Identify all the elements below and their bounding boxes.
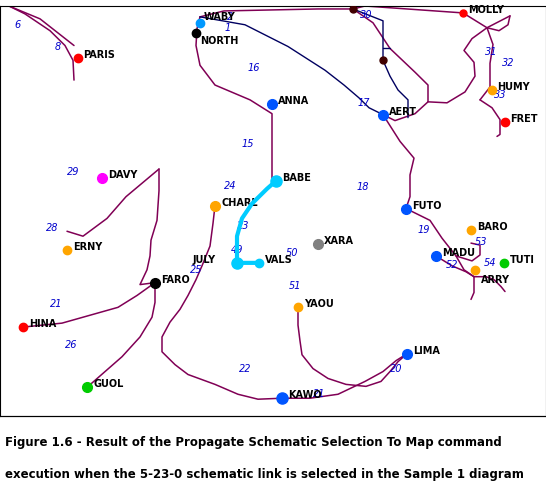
Text: HINA: HINA	[29, 319, 56, 329]
Text: 49: 49	[231, 245, 244, 255]
Text: 1: 1	[225, 23, 231, 33]
Text: execution when the 5-23-0 schematic link is selected in the Sample 1 diagram: execution when the 5-23-0 schematic link…	[5, 468, 524, 481]
Text: PARIS: PARIS	[83, 51, 115, 61]
Text: 28: 28	[46, 223, 58, 233]
Text: 54: 54	[484, 258, 496, 268]
Text: 52: 52	[446, 260, 458, 270]
Text: FUTO: FUTO	[412, 200, 442, 211]
Text: MADU: MADU	[442, 248, 475, 258]
Text: VALS: VALS	[265, 255, 293, 265]
Text: 15: 15	[242, 139, 254, 149]
Text: ERNY: ERNY	[73, 242, 102, 252]
Text: ARRY: ARRY	[481, 275, 510, 285]
Text: FARO: FARO	[161, 275, 190, 285]
Text: 29: 29	[67, 167, 79, 177]
Text: FRET: FRET	[510, 114, 537, 124]
Text: 22: 22	[239, 364, 251, 373]
Text: 32: 32	[502, 59, 514, 68]
Text: KAWO: KAWO	[288, 390, 322, 400]
Text: 19: 19	[418, 225, 430, 235]
Text: 53: 53	[475, 237, 487, 247]
Text: 23: 23	[237, 221, 250, 231]
Text: YAOU: YAOU	[304, 300, 334, 310]
Text: LIMA: LIMA	[413, 346, 440, 356]
Text: 24: 24	[224, 181, 236, 191]
Text: 31: 31	[485, 48, 497, 58]
Text: 8: 8	[55, 43, 61, 53]
Text: ANNA: ANNA	[278, 96, 309, 106]
Text: 6: 6	[15, 20, 21, 30]
Text: JULY: JULY	[193, 255, 216, 265]
Text: CHARL: CHARL	[221, 197, 258, 208]
Text: 21: 21	[50, 300, 62, 310]
Text: NORTH: NORTH	[200, 36, 239, 46]
Text: BABE: BABE	[282, 173, 311, 183]
Text: TUTI: TUTI	[510, 255, 535, 265]
Text: 16: 16	[248, 63, 260, 73]
Text: GUOL: GUOL	[93, 379, 123, 389]
Text: 30: 30	[360, 10, 372, 20]
Text: 26: 26	[65, 340, 77, 350]
Text: 25: 25	[190, 265, 202, 275]
Text: 51: 51	[289, 281, 301, 291]
Text: AERT: AERT	[389, 107, 417, 117]
Text: WABY: WABY	[204, 12, 236, 22]
Text: XARA: XARA	[324, 236, 354, 246]
Text: 18: 18	[357, 182, 369, 192]
Text: 21: 21	[313, 389, 325, 399]
Text: 50: 50	[286, 248, 298, 258]
Text: BARO: BARO	[477, 222, 508, 232]
Text: 17: 17	[358, 98, 370, 108]
Text: MOLLY: MOLLY	[468, 5, 504, 15]
Text: DAVY: DAVY	[108, 170, 138, 180]
Text: 33: 33	[494, 90, 506, 100]
Text: 20: 20	[390, 364, 402, 373]
Text: Figure 1.6 - Result of the Propagate Schematic Selection To Map command: Figure 1.6 - Result of the Propagate Sch…	[5, 436, 502, 449]
Text: HUMY: HUMY	[497, 82, 530, 92]
Text: 2: 2	[227, 12, 233, 22]
